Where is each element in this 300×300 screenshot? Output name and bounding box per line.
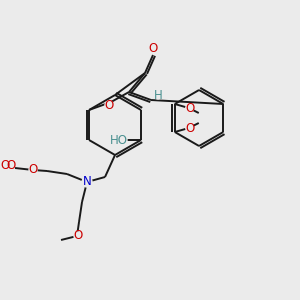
Text: H: H — [154, 88, 162, 101]
Text: O: O — [0, 160, 10, 172]
Text: O: O — [74, 230, 82, 242]
Circle shape — [148, 43, 158, 53]
Text: O: O — [6, 160, 16, 172]
Text: HO: HO — [110, 134, 128, 146]
Circle shape — [154, 91, 162, 99]
Circle shape — [111, 132, 127, 148]
Circle shape — [105, 101, 113, 109]
Circle shape — [29, 166, 37, 174]
Text: N: N — [82, 176, 91, 188]
Text: O: O — [104, 98, 114, 112]
Circle shape — [82, 177, 92, 187]
Text: O: O — [185, 122, 194, 134]
Text: O: O — [28, 164, 38, 176]
Circle shape — [186, 104, 194, 112]
Text: O: O — [185, 101, 194, 115]
Circle shape — [186, 124, 194, 132]
Text: O: O — [148, 41, 158, 55]
Circle shape — [74, 232, 82, 240]
